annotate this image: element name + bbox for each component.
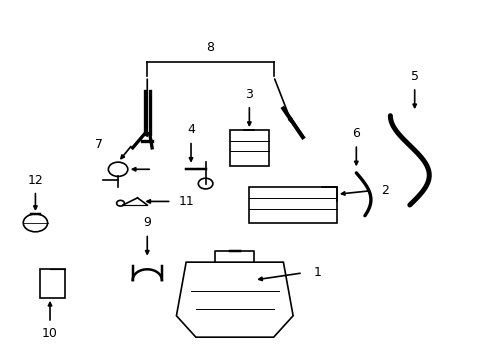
Text: 10: 10 (42, 327, 58, 340)
Text: 3: 3 (245, 88, 253, 101)
Text: 5: 5 (410, 70, 418, 83)
Bar (40, 269, 64, 298)
Text: 8: 8 (206, 41, 214, 54)
Text: 7: 7 (95, 138, 102, 151)
Text: 1: 1 (313, 266, 321, 279)
Text: 11: 11 (178, 195, 194, 208)
Text: 2: 2 (381, 184, 388, 197)
Text: 6: 6 (352, 127, 360, 140)
Text: 12: 12 (27, 174, 43, 186)
Text: 4: 4 (187, 123, 195, 136)
Text: 9: 9 (143, 216, 151, 229)
Bar (229, 130, 268, 166)
Bar (249, 187, 336, 223)
